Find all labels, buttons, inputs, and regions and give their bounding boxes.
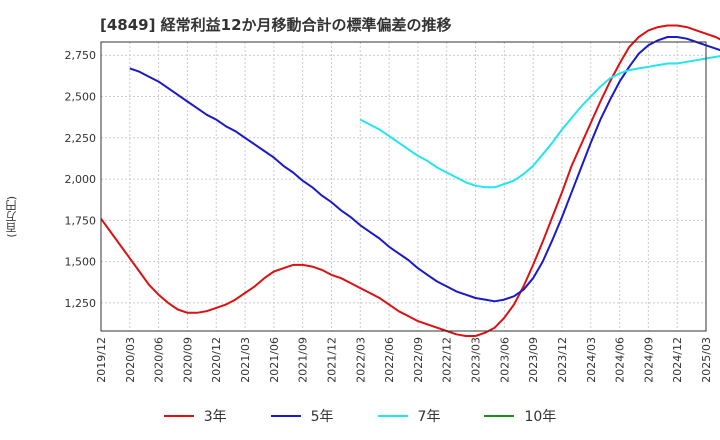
x-tick-label: 2024/03 [585, 337, 598, 383]
legend-item: 10年 [484, 406, 556, 426]
legend-label: 3年 [203, 409, 227, 425]
x-tick-label: 2021/12 [325, 337, 338, 383]
y-tick-label: 1,750 [65, 214, 97, 227]
x-tick-label: 2020/06 [153, 337, 166, 383]
x-tick-label: 2021/03 [239, 337, 252, 383]
x-tick-label: 2022/09 [412, 337, 425, 383]
y-tick-label: 1,500 [65, 256, 97, 269]
x-tick-label: 2020/12 [210, 337, 223, 383]
series-lines [100, 24, 720, 337]
legend-label: 7年 [417, 409, 441, 425]
x-tick-label: 2024/09 [642, 337, 655, 383]
y-tick-label: 2,250 [65, 132, 97, 145]
legend-item: 3年 [163, 406, 227, 426]
legend-swatch [163, 415, 194, 417]
plot-area-frame [100, 41, 707, 332]
series-line-5年 [129, 36, 720, 303]
y-tick-label: 2,500 [65, 90, 97, 103]
chart-title: [4849] 経常利益12か月移動合計の標準偏差の推移 [100, 16, 452, 34]
x-tick-label: 2021/09 [297, 337, 310, 383]
y-tick-label: 1,250 [65, 297, 97, 310]
x-tick-label: 2021/06 [268, 337, 281, 383]
x-tick-label: 2020/09 [181, 337, 194, 383]
legend-swatch [377, 415, 408, 417]
x-tick-label: 2024/12 [671, 337, 684, 383]
x-tick-label: 2024/06 [614, 337, 627, 383]
x-tick-label: 2023/03 [470, 337, 483, 383]
series-line-7年 [359, 55, 720, 189]
x-tick-label: 2023/12 [556, 337, 569, 383]
x-tick-label: 2022/03 [354, 337, 367, 383]
x-tick-label: 2019/12 [95, 337, 108, 383]
y-tick-label: 2,750 [65, 49, 97, 62]
legend-label: 10年 [524, 409, 557, 425]
legend-label: 5年 [310, 409, 334, 425]
y-tick-label: 2,000 [65, 173, 97, 186]
x-tick-label: 2025/03 [700, 337, 713, 383]
x-tick-label: 2023/09 [527, 337, 540, 383]
axes: 2019/12 2020/03 2020/06 2020/09 2020/12 2021/… [65, 41, 713, 383]
legend-swatch [270, 415, 301, 417]
x-tick-label: 2020/03 [124, 337, 137, 383]
grid-lines [100, 42, 707, 331]
x-tick-label: 2022/06 [383, 337, 396, 383]
legend-item: 5年 [270, 406, 334, 426]
legend: 3年 5年 7年 10年 [0, 404, 720, 428]
legend-item: 7年 [377, 406, 441, 426]
series-line-3年 [100, 24, 720, 337]
legend-swatch [484, 415, 515, 417]
x-tick-label: 2022/12 [441, 337, 454, 383]
x-tick-label: 2023/06 [498, 337, 511, 383]
